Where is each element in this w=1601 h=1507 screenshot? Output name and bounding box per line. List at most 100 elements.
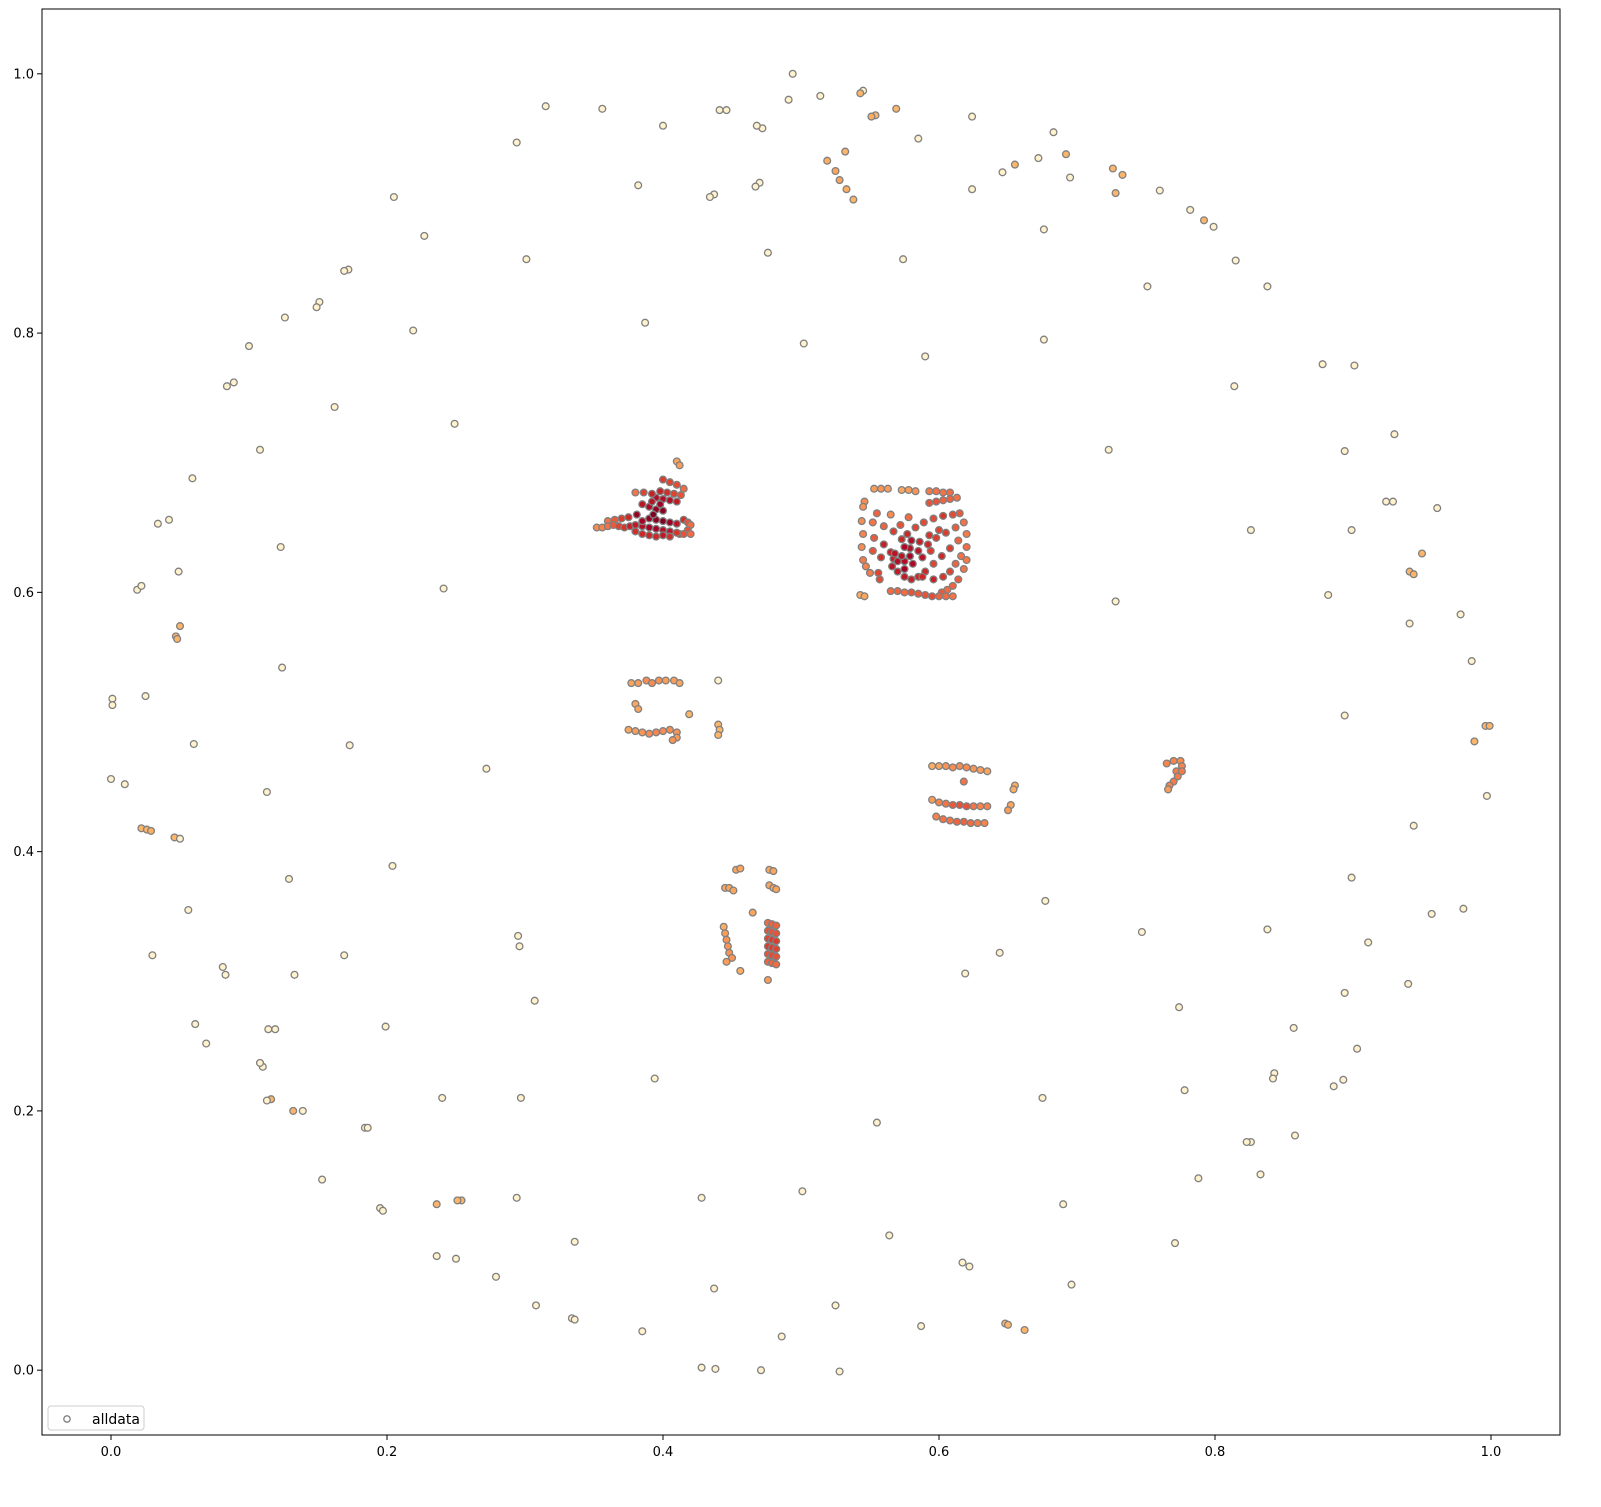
data-point [1318, 360, 1327, 369]
data-point [647, 489, 657, 498]
data-point [900, 572, 909, 581]
data-point [934, 762, 944, 771]
data-point [948, 581, 957, 590]
data-point [965, 1262, 974, 1271]
data-point [652, 728, 661, 737]
data-point [932, 533, 941, 542]
data-point [934, 592, 944, 601]
data-point [714, 676, 723, 685]
data-point [697, 1363, 706, 1372]
data-point [976, 765, 985, 775]
data-point [164, 515, 174, 524]
data-point [1482, 791, 1491, 800]
data-point [835, 176, 844, 185]
data-point [665, 725, 674, 734]
data-point [772, 960, 781, 969]
data-point [980, 819, 989, 828]
data-point [835, 1367, 844, 1376]
data-point [1186, 205, 1195, 214]
data-point [885, 1231, 894, 1240]
data-point [727, 953, 737, 962]
data-point [280, 313, 289, 322]
data-point [289, 1106, 298, 1115]
data-point [175, 834, 185, 843]
data-point [948, 510, 957, 519]
data-point [939, 511, 948, 520]
y-axis: 0.0 0.2 0.4 0.6 0.8 1.0 [13, 67, 42, 1379]
data-point [939, 815, 948, 824]
data-point [634, 704, 643, 714]
data-point [914, 589, 923, 598]
data-point [1010, 160, 1019, 169]
data-point [908, 559, 917, 568]
data-point [1339, 1075, 1348, 1084]
data-point [932, 812, 941, 821]
data-point [617, 514, 626, 523]
data-point [340, 266, 349, 275]
data-point [229, 378, 238, 387]
data-point [890, 549, 899, 558]
data-point [1175, 1003, 1184, 1012]
data-point [823, 156, 832, 165]
data-point [784, 95, 793, 104]
data-point [893, 567, 902, 576]
x-tick-label: 0.8 [1205, 1445, 1226, 1460]
data-point [679, 529, 688, 539]
data-point [951, 523, 960, 532]
data-point [926, 546, 935, 555]
data-point [641, 318, 650, 327]
data-point [939, 496, 948, 505]
data-point [665, 532, 674, 541]
data-point [816, 91, 825, 100]
data-point [911, 523, 920, 532]
data-point [1231, 256, 1240, 265]
data-point [998, 168, 1007, 177]
data-point [148, 951, 157, 960]
data-point [736, 966, 745, 975]
data-point [1485, 721, 1494, 730]
data-point [570, 1315, 579, 1324]
data-point [675, 461, 684, 470]
data-point [874, 568, 883, 577]
data-point [153, 519, 162, 528]
data-point [941, 528, 950, 537]
data-point [976, 802, 985, 811]
data-point [530, 996, 539, 1005]
data-point [923, 540, 933, 549]
data-point [108, 701, 117, 710]
data-point [952, 817, 961, 826]
data-point [679, 484, 688, 493]
data-point [1382, 497, 1391, 506]
data-point [954, 575, 963, 584]
data-point [945, 488, 955, 497]
data-point [1290, 1131, 1300, 1140]
data-point [676, 491, 685, 500]
data-point [968, 185, 977, 194]
data-point [769, 867, 778, 876]
data-point [669, 489, 679, 498]
data-point [736, 864, 745, 873]
data-point [638, 529, 647, 539]
data-point [1242, 1137, 1251, 1147]
data-point [948, 800, 957, 810]
data-point [1111, 189, 1120, 198]
data-point [945, 494, 955, 504]
data-point [1350, 361, 1359, 370]
data-point [649, 510, 658, 519]
data-point [888, 562, 897, 571]
data-point [892, 104, 901, 113]
data-point [661, 676, 670, 685]
x-tick-label: 1.0 [1481, 1445, 1502, 1460]
data-point [954, 536, 963, 545]
data-point [598, 104, 607, 113]
data-point [941, 799, 950, 808]
data-point [512, 138, 521, 147]
data-point [627, 679, 636, 688]
data-point [710, 1284, 719, 1293]
data-point [925, 498, 934, 507]
data-point [772, 937, 781, 946]
data-point [705, 192, 714, 202]
y-tick-label: 1.0 [13, 67, 34, 82]
data-point [482, 764, 491, 773]
